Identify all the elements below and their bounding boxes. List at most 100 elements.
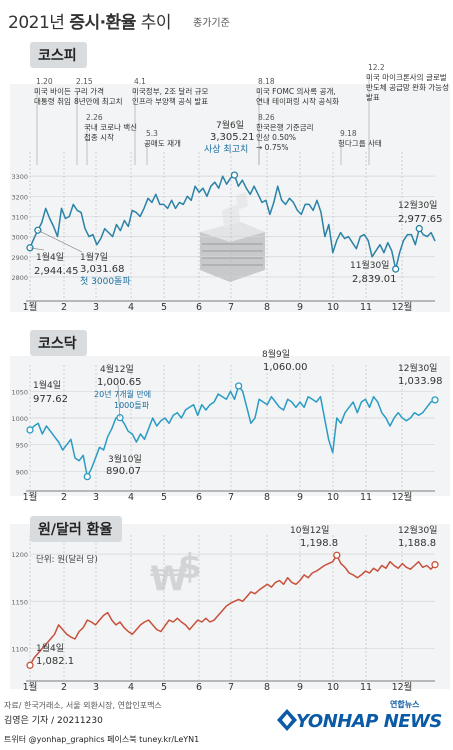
- kosdaq-ann-value: 1,000.65: [97, 377, 142, 388]
- fx-marker-oct12: [333, 551, 341, 559]
- kospi-ann-leader: [29, 247, 45, 251]
- yonhap-logo-small: 연합뉴스: [390, 700, 420, 709]
- kospi-event-text: 연내 테이퍼링 시작 공식화: [256, 96, 339, 106]
- fx-marker-dec30: [431, 561, 439, 569]
- kosdaq-month-label: 6: [196, 492, 202, 503]
- fx-ytick-label: 1150: [11, 598, 28, 606]
- kospi-event-text: 한국은행 기준금리: [256, 122, 314, 132]
- kosdaq-month-label: 1월: [23, 491, 38, 503]
- kospi-event-text: 미국 마이크론사의 글로벌: [366, 72, 447, 82]
- kosdaq-ytick-label: 1000: [11, 415, 28, 423]
- kosdaq-ytick-label: 900: [16, 468, 28, 476]
- kosdaq-ann-date: 4월12일: [100, 363, 134, 375]
- kospi-month-label: 1월: [23, 301, 38, 313]
- kosdaq-marker-aug9: [234, 382, 243, 390]
- kospi-ann-value: 2,839.01: [352, 274, 397, 285]
- kosdaq-ann-value: 890.07: [106, 466, 141, 477]
- kospi-ytick-label: 2900: [11, 254, 28, 262]
- fx-unit-label: 단위: 원(달러 당): [36, 554, 98, 565]
- won-symbol-icon: ₩: [150, 559, 188, 599]
- kospi-event-date: 1.20: [36, 77, 53, 86]
- kosdaq-marker-dec30: [431, 396, 439, 404]
- kospi-event-text: 대통령 취임: [34, 97, 71, 106]
- kosdaq-marker-jan4: [26, 426, 34, 434]
- page-title: 2021년 증시·환율 추이: [8, 8, 172, 33]
- kospi-ann-note: 사상 최고치: [204, 143, 248, 155]
- dollar-symbol-icon: $: [178, 547, 202, 587]
- kosdaq-section-label: 코스닥: [30, 330, 87, 356]
- kospi-month-label: 12월: [392, 301, 413, 313]
- fx-month-label: 10: [327, 682, 339, 693]
- yonhap-logo-icon: [277, 709, 297, 731]
- fx-month-label: 8: [264, 682, 270, 693]
- title-suffix: 추이: [135, 13, 172, 33]
- kospi-ann-value: 3,305.21: [210, 132, 255, 143]
- kosdaq-ann-date: 1월4일: [33, 379, 61, 391]
- fx-ann-date: 1월4일: [36, 642, 64, 654]
- kospi-month-label: 8: [264, 302, 270, 313]
- kosdaq-month-label: 8: [264, 492, 270, 503]
- kospi-month-label: 11: [360, 302, 372, 313]
- panel-bg-2: [10, 524, 450, 689]
- page-subtitle: 종가기준: [193, 18, 230, 29]
- kosdaq-month-label: 3: [93, 492, 99, 503]
- kospi-event-text: 인프라 부양책 공식 발표: [132, 96, 208, 106]
- kospi-event-date: 4.1: [134, 77, 146, 86]
- kosdaq-series-line: [29, 385, 436, 478]
- kosdaq-month-label: 12월: [392, 491, 413, 503]
- kosdaq-ann-date: 3월10일: [108, 453, 142, 465]
- kosdaq-month-label: 5: [161, 492, 167, 503]
- kosdaq-ytick-label: 1050: [11, 388, 28, 396]
- social-credit: 트위터 @yonhap_graphics 페이스북 tuney.kr/LeYN1: [4, 735, 200, 744]
- kospi-marker-jul6: [230, 171, 239, 179]
- source-note: 자료/ 한국거래소, 서울 외환시장, 연합인포맥스: [4, 701, 162, 710]
- kospi-ann-date: 11월30일: [350, 259, 389, 271]
- kospi-event-text: 구리 가격: [74, 86, 104, 96]
- kosdaq-ann-leader: [117, 384, 121, 418]
- kospi-event-text: 헝다그룹 사태: [338, 139, 382, 148]
- kosdaq-ann-value: 1,033.98: [398, 376, 443, 387]
- kospi-month-label: 5: [161, 302, 167, 313]
- kospi-ann-date: 12월30일: [398, 199, 437, 211]
- kospi-ann-note: 첫 3000돌파: [80, 276, 131, 287]
- kospi-event-date: 8.26: [258, 113, 275, 122]
- fx-marker-jan4: [26, 661, 34, 669]
- fx-month-label: 1월: [23, 681, 38, 693]
- kospi-event-date: 8.18: [258, 77, 275, 86]
- fx-month-label: 2: [61, 682, 67, 693]
- kosdaq-month-label: 11: [360, 492, 372, 503]
- fx-month-label: 6: [196, 682, 202, 693]
- kospi-marker-dec30: [415, 224, 423, 233]
- title-prefix: 2021년: [8, 13, 70, 33]
- kosdaq-ann-note: 20년 7개월 만에: [94, 389, 151, 399]
- kosdaq-ann-date: 8월9일: [262, 348, 290, 360]
- kosdaq-month-label: 9: [297, 492, 303, 503]
- kospi-ytick-label: 2800: [11, 274, 28, 282]
- kospi-ann-leader: [37, 229, 83, 253]
- kospi-event-text: 발표: [366, 93, 380, 102]
- fx-month-label: 3: [93, 682, 99, 693]
- fx-month-label: 5: [161, 682, 167, 693]
- fx-ytick-label: 1100: [11, 645, 28, 653]
- kosdaq-ytick-label: 950: [16, 442, 28, 450]
- kospi-event-date: 9.18: [340, 129, 357, 138]
- kospi-ann-date: 1월4일: [36, 251, 64, 263]
- fx-month-label: 4: [128, 682, 134, 693]
- kospi-ytick-label: 3100: [11, 213, 28, 221]
- author-credit: 김영은 기자 / 20211230: [4, 716, 103, 726]
- kospi-ytick-label: 3200: [11, 193, 28, 201]
- kospi-section-label: 코스피: [30, 42, 87, 68]
- kospi-event-text: 인상 0.50%: [256, 132, 296, 142]
- fx-section-label: 원/달러 환율: [30, 516, 123, 542]
- kospi-event-text: 미국 바이든: [34, 86, 71, 96]
- kospi-event-text: 공매도 재개: [144, 138, 181, 148]
- kospi-ytick-label: 3000: [11, 234, 28, 242]
- panel-bg-1: [10, 356, 450, 496]
- kospi-event-date: 2.15: [76, 77, 93, 86]
- fx-month-label: 7: [228, 682, 234, 693]
- kospi-month-label: 2: [61, 302, 67, 313]
- kosdaq-month-label: 2: [61, 492, 67, 503]
- kospi-event-text: 반도체 공급망 완화 가능성: [366, 82, 449, 92]
- fx-ann-value: 1,198.8: [300, 538, 338, 549]
- kosdaq-month-label: 10: [327, 492, 339, 503]
